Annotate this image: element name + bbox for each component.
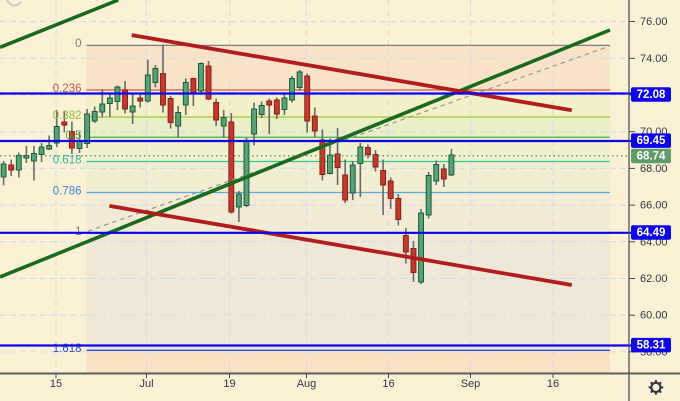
svg-text:58.31: 58.31 <box>637 340 666 352</box>
svg-text:Sep: Sep <box>461 378 481 390</box>
svg-text:66.00: 66.00 <box>640 200 668 212</box>
svg-text:Jul: Jul <box>139 378 153 390</box>
svg-text:15: 15 <box>50 378 62 390</box>
svg-text:60.00: 60.00 <box>640 310 668 322</box>
svg-text:69.45: 69.45 <box>637 135 666 147</box>
svg-text:0.5: 0.5 <box>66 130 82 142</box>
svg-text:76.00: 76.00 <box>640 16 668 28</box>
svg-text:72.08: 72.08 <box>637 89 666 101</box>
svg-text:74.00: 74.00 <box>640 53 668 65</box>
svg-text:62.00: 62.00 <box>640 273 668 285</box>
svg-text:0: 0 <box>75 38 81 50</box>
svg-text:16: 16 <box>382 378 394 390</box>
svg-text:0.382: 0.382 <box>53 110 82 122</box>
svg-text:0.786: 0.786 <box>53 185 82 197</box>
svg-text:19: 19 <box>223 378 235 390</box>
svg-text:0.236: 0.236 <box>53 83 82 95</box>
svg-text:68.00: 68.00 <box>640 163 668 175</box>
svg-text:64.49: 64.49 <box>637 227 666 239</box>
svg-text:0.618: 0.618 <box>53 154 82 166</box>
svg-text:68.74: 68.74 <box>637 150 666 162</box>
svg-text:Aug: Aug <box>297 378 317 390</box>
svg-text:16: 16 <box>547 378 559 390</box>
